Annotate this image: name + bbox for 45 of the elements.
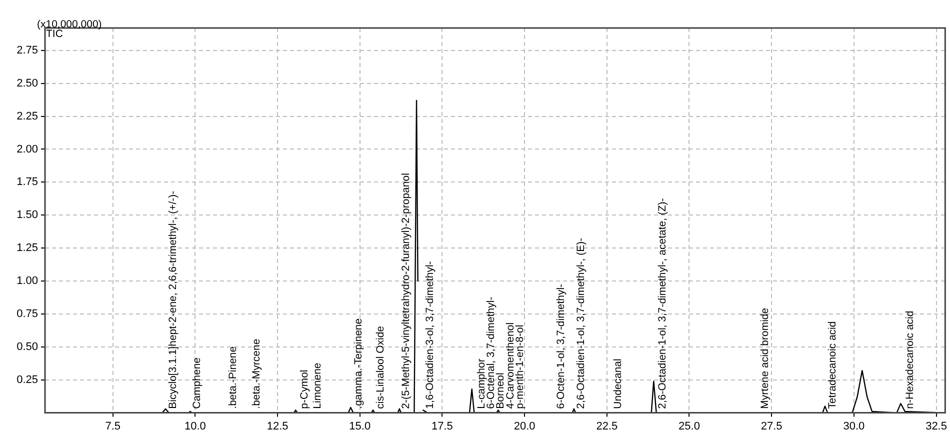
annotation: Tetradecanoic acid — [826, 321, 839, 409]
y-tick-label: 0.25 — [16, 374, 38, 386]
x-tick-label: 7.5 — [105, 420, 120, 432]
y-tick-label: 1.25 — [16, 242, 38, 254]
annotation: Limonene — [312, 362, 324, 409]
x-tick-label: 12.5 — [266, 420, 288, 432]
annotation: p-Cymol — [298, 370, 311, 409]
annotation: .beta.-Myrcene — [250, 338, 263, 409]
annotation: p-menth-1-en-8-ol — [514, 324, 526, 409]
y-tick-label: 0.75 — [16, 308, 38, 320]
annotation: TIC — [46, 28, 64, 40]
y-tick-label: 0.50 — [16, 340, 38, 353]
annotation: Camphene — [191, 357, 204, 409]
y-tick-label: 2.25 — [16, 110, 38, 122]
y-tick-label: 2.00 — [16, 143, 38, 156]
x-tick-label: 27.5 — [760, 420, 782, 432]
annotation: n-Hexadecanoic acid — [904, 310, 916, 409]
annotation: 2,6-Octadien-1-ol, 3,7-dimethyl-, acetate, (Z)- — [656, 198, 668, 409]
x-tick-label: 32.5 — [926, 420, 947, 432]
annotation: Bicyclo[3.1.1]hept-2-ene, 2,6,6-trimethyl-, (+/-)- — [166, 190, 179, 409]
annotation: 4-Carvomenthenol — [504, 322, 516, 409]
annotation: cis-Linalool Oxide — [374, 326, 386, 409]
annotation: Borneol — [494, 372, 507, 409]
y-tick-label: 1.50 — [16, 209, 38, 222]
annotation: .beta.-Pinene — [226, 346, 239, 409]
annotation: Undecanal — [612, 358, 624, 409]
x-tick-label: 20.0 — [514, 420, 536, 432]
annotation: 2,6-Octadien-1-ol, 3,7-dimethyl-, (E)- — [575, 237, 588, 409]
annotation: L-camphor — [475, 358, 488, 409]
y-tick-label: 2.75 — [16, 44, 38, 56]
y-tick-label: 2.50 — [16, 77, 38, 90]
annotation: .gamma.-Terpinene — [352, 318, 364, 409]
annotation: 2-(5-Methyl-5-vinyltetrahydro-2-furanyl)-2-propanol — [400, 173, 412, 409]
x-tick-label: 22.5 — [596, 420, 618, 432]
annotation: Myrtene acid bromide — [759, 308, 772, 409]
y-tick-label: 1.75 — [16, 176, 38, 188]
y-axis-title: (x10,000,000) — [37, 18, 102, 31]
annotation: 6-Octen-1-ol, 3,7-dimethyl- — [554, 283, 567, 409]
x-tick-label: 10.0 — [184, 420, 206, 432]
y-tick-label: 1.00 — [16, 275, 38, 288]
annotation: 1,6-Octadien-3-ol, 3,7-dimethyl- — [424, 260, 436, 409]
x-tick-label: 25.0 — [678, 420, 700, 432]
x-tick-label: 17.5 — [432, 420, 453, 432]
x-tick-label: 30.0 — [843, 420, 865, 432]
x-tick-label: 15.0 — [349, 420, 371, 432]
